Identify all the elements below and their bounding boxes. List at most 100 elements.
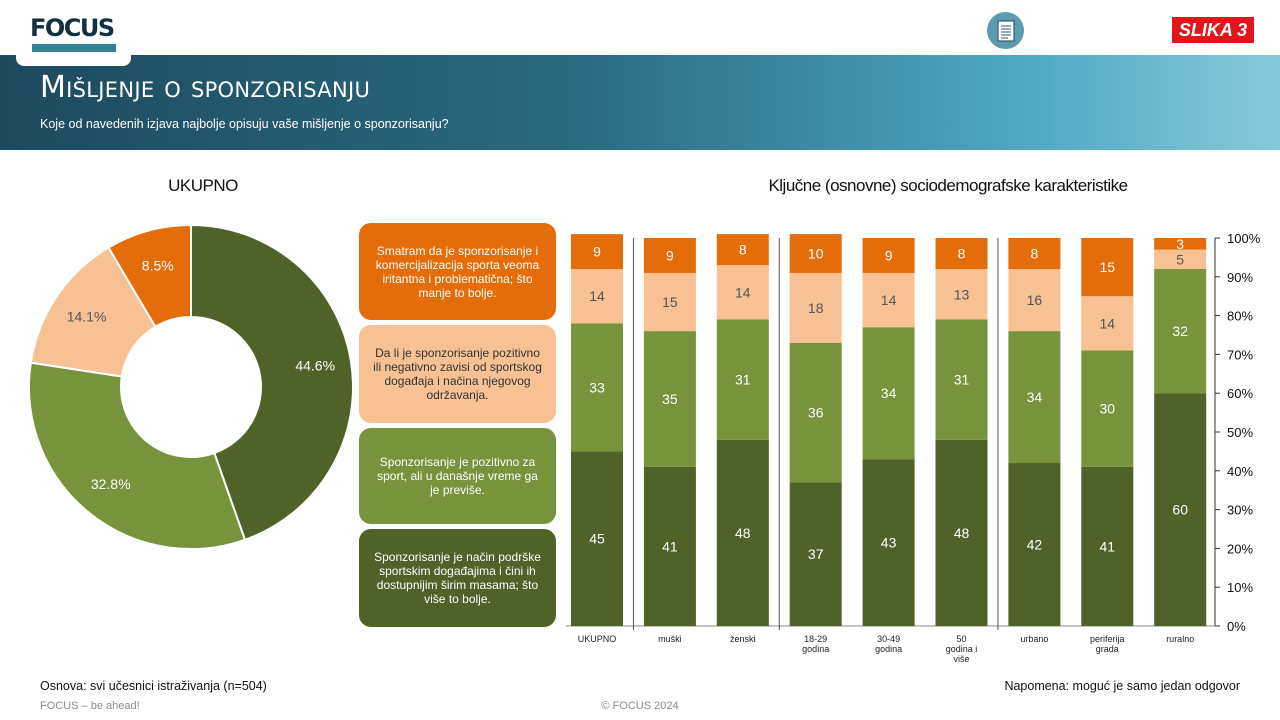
bar-segment — [935, 238, 988, 270]
bar-value-label: 8 — [958, 246, 966, 262]
bar-value-label: 35 — [662, 391, 678, 407]
bar-value-label: 43 — [881, 535, 897, 551]
bar-segment — [1081, 350, 1134, 467]
x-tick-label: više — [953, 654, 969, 664]
bar-segment — [1154, 269, 1207, 394]
footer-tagline: FOCUS – be ahead! — [40, 700, 140, 712]
answer-note: Napomena: moguć je samo jedan odgovor — [1004, 679, 1240, 693]
bar-segment — [1008, 269, 1061, 332]
bar-value-label: 42 — [1027, 537, 1043, 553]
x-tick-label: godina — [875, 644, 902, 654]
bar-value-label: 48 — [954, 525, 970, 541]
bar-segment — [643, 238, 696, 273]
x-tick-label: UKUPNO — [578, 634, 617, 644]
x-tick-label: grada — [1096, 644, 1119, 654]
donut-slice — [107, 223, 192, 329]
y-tick-label: 100% — [1227, 231, 1261, 246]
bar-value-label: 14 — [881, 292, 897, 308]
bar-value-label: 37 — [808, 546, 824, 562]
bar-value-label: 32 — [1172, 323, 1188, 339]
legend-text: Sponzorisanje je pozitivno za sport, ali… — [377, 455, 538, 497]
bar-segment — [716, 265, 769, 320]
demographics-heading: Ključne (osnovne) sociodemografske karak… — [768, 176, 1128, 195]
bar-value-label: 60 — [1172, 502, 1188, 518]
bar-segment — [571, 234, 623, 270]
bar-segment — [716, 234, 769, 266]
bar-segment — [789, 342, 842, 483]
bar-value-label: 9 — [666, 247, 674, 263]
bar-value-label: 31 — [735, 372, 751, 388]
bar-segment — [862, 272, 915, 328]
bar-segment — [1008, 238, 1061, 270]
donut-value-label: 14.1% — [67, 309, 107, 325]
y-tick-label: 90% — [1227, 270, 1253, 285]
bar-segment — [716, 439, 769, 626]
bar-value-label: 30 — [1100, 401, 1116, 417]
x-tick-label: 30-49 — [877, 634, 900, 644]
y-tick-label: 70% — [1227, 347, 1253, 362]
bar-segment — [1081, 238, 1134, 297]
bar-segment — [1154, 238, 1207, 250]
slide-badge: SLIKA 3 — [1172, 17, 1254, 43]
bar-segment — [1081, 296, 1134, 351]
bar-segment — [862, 327, 915, 460]
bar-segment — [935, 319, 988, 440]
y-tick-label: 0% — [1227, 619, 1246, 634]
x-tick-label: 18-29 — [804, 634, 827, 644]
y-tick-label: 50% — [1227, 425, 1253, 440]
bar-value-label: 41 — [662, 538, 678, 554]
bar-segment — [935, 439, 988, 626]
bar-value-label: 9 — [885, 247, 893, 263]
bar-value-label: 45 — [589, 531, 605, 547]
legend-text: Sponzorisanje je način podrške sportskim… — [374, 550, 541, 606]
bar-value-label: 8 — [739, 242, 747, 258]
y-tick-label: 40% — [1227, 464, 1253, 479]
donut-chart: 44.6% 32.8% 14.1% 8.5% — [28, 223, 354, 550]
donut-slice — [190, 223, 354, 542]
bar-segment — [789, 482, 842, 626]
page-subtitle: Koje od navedenih izjava najbolje opisuj… — [40, 117, 449, 131]
legend-item-depends: Da li je sponzorisanje pozitivno ili neg… — [359, 325, 556, 423]
bar-value-label: 48 — [735, 525, 751, 541]
x-tick-label: ruralno — [1166, 634, 1194, 644]
bar-segment — [1154, 249, 1207, 270]
document-icon[interactable] — [987, 12, 1024, 49]
bar-segment — [789, 234, 842, 273]
legend-item-irritating: Smatram da je sponzorisanje i komercijal… — [359, 223, 556, 320]
x-tick-label: ženski — [730, 634, 756, 644]
x-tick-label: godina — [802, 644, 829, 654]
bar-value-label: 14 — [735, 284, 751, 300]
y-tick-label: 20% — [1227, 541, 1253, 556]
donut-slice — [28, 361, 247, 550]
bar-value-label: 3 — [1176, 236, 1184, 252]
donut-value-label: 44.6% — [295, 358, 335, 374]
x-tick-label: periferija — [1090, 634, 1125, 644]
bar-segment — [1008, 331, 1061, 464]
legend-text: Smatram da je sponzorisanje i komercijal… — [375, 243, 540, 300]
y-tick-label: 60% — [1227, 386, 1253, 401]
x-tick-label: 50 — [956, 634, 966, 644]
focus-logo[interactable]: FOCUS — [16, 0, 131, 66]
stacked-bar-chart: 0% 10% 20% 30% 40% 50% 60% 70% 80% 90% 100% 45 33 14 9… — [566, 231, 1261, 664]
logo-underline — [32, 44, 116, 52]
header-banner — [0, 55, 1280, 150]
bar-value-label: 8 — [1031, 246, 1039, 262]
bar-value-label: 36 — [808, 405, 824, 421]
bar-value-label: 16 — [1027, 292, 1043, 308]
bar-segment — [643, 466, 696, 626]
bar-value-label: 5 — [1176, 251, 1184, 267]
donut-value-label: 32.8% — [91, 476, 131, 492]
bar-value-label: 41 — [1100, 538, 1116, 554]
bar-segment — [1081, 466, 1134, 626]
y-tick-label: 10% — [1227, 580, 1253, 595]
bar-value-label: 33 — [589, 379, 605, 395]
x-tick-label: muški — [658, 634, 682, 644]
copyright: © FOCUS 2024 — [601, 700, 679, 712]
bar-segment — [1008, 463, 1061, 626]
bar-segment — [935, 269, 988, 320]
bar-value-label: 31 — [954, 372, 970, 388]
bar-value-label: 13 — [954, 286, 970, 302]
legend-item-positive: Sponzorisanje je način podrške sportskim… — [359, 529, 556, 627]
bar-segment — [571, 323, 623, 452]
bar-value-label: 34 — [1027, 389, 1043, 405]
